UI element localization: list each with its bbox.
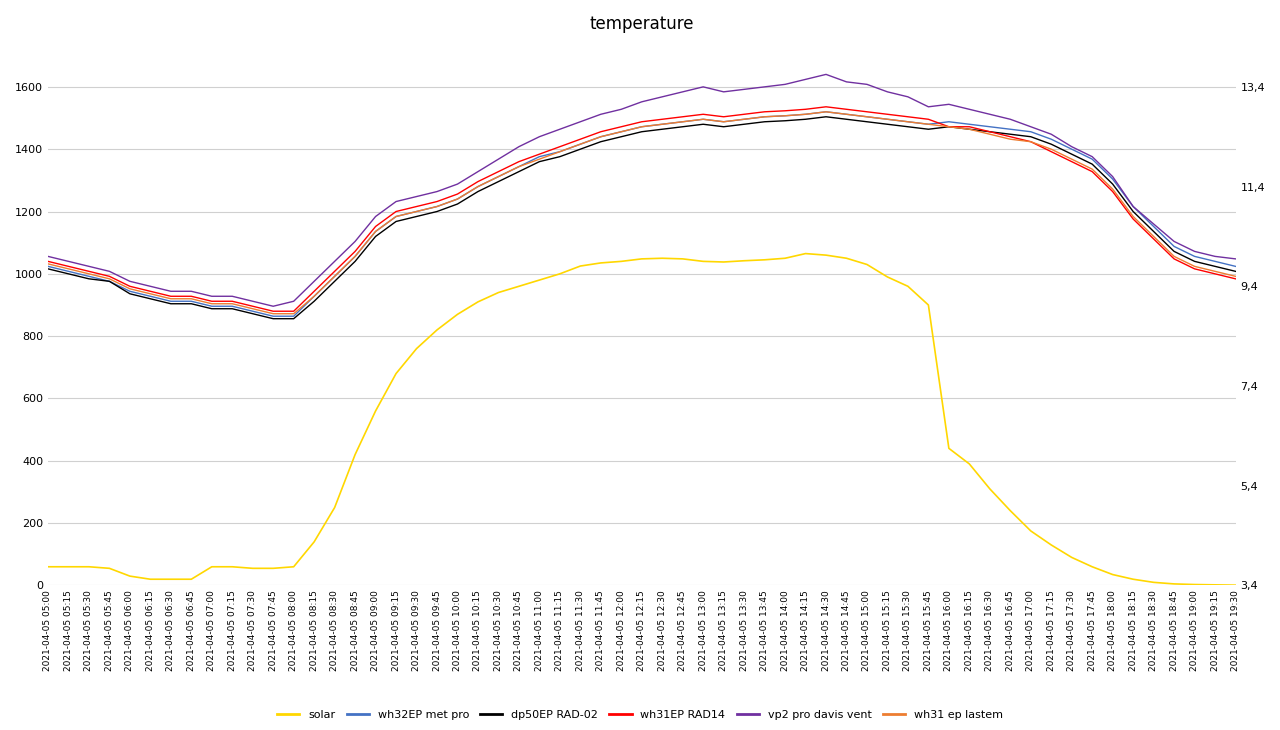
Legend: solar, wh32EP met pro, dp50EP RAD-02, wh31EP RAD14, vp2 pro davis vent, wh31 ep : solar, wh32EP met pro, dp50EP RAD-02, wh… <box>273 706 1007 724</box>
Title: temperature: temperature <box>590 15 694 33</box>
